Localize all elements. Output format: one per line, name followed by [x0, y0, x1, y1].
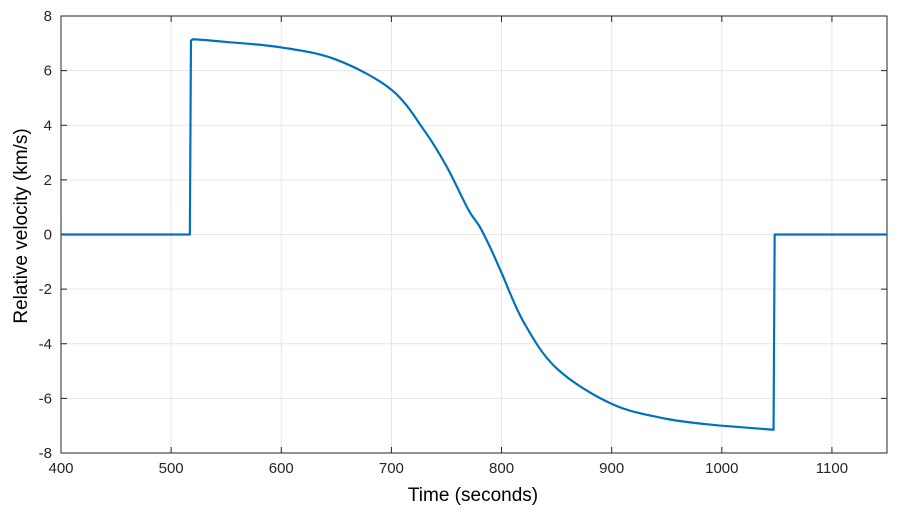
grid — [61, 16, 887, 453]
x-tick-label: 400 — [48, 460, 73, 477]
y-tick-label: -6 — [39, 390, 52, 407]
x-tick-label: 800 — [489, 460, 514, 477]
x-tick-label: 600 — [269, 460, 294, 477]
y-tick-label: 2 — [44, 172, 52, 189]
x-axis-label: Time (seconds) — [408, 485, 538, 506]
y-tick-labels: -8 -6 -4 -2 0 2 4 6 8 — [39, 8, 52, 462]
x-tick-label: 500 — [159, 460, 184, 477]
y-tick-label: 4 — [44, 117, 52, 134]
velocity-series-line — [61, 38, 887, 431]
y-tick-label: -2 — [39, 281, 52, 298]
y-tick-label: 6 — [44, 63, 52, 80]
x-tick-label: 1000 — [705, 460, 738, 477]
y-axis-label: Relative velocity (km/s) — [11, 128, 32, 323]
x-tick-label: 900 — [599, 460, 624, 477]
y-tick-label: 0 — [44, 227, 52, 244]
y-tick-label: -8 — [39, 445, 52, 462]
x-tick-label: 1100 — [816, 460, 848, 477]
y-tick-label: -4 — [39, 336, 52, 353]
x-tick-label: 700 — [379, 460, 404, 477]
x-tick-labels: 400 500 600 700 800 900 1000 1100 — [48, 460, 848, 477]
y-tick-label: 8 — [44, 8, 52, 25]
ticks — [60, 15, 887, 454]
